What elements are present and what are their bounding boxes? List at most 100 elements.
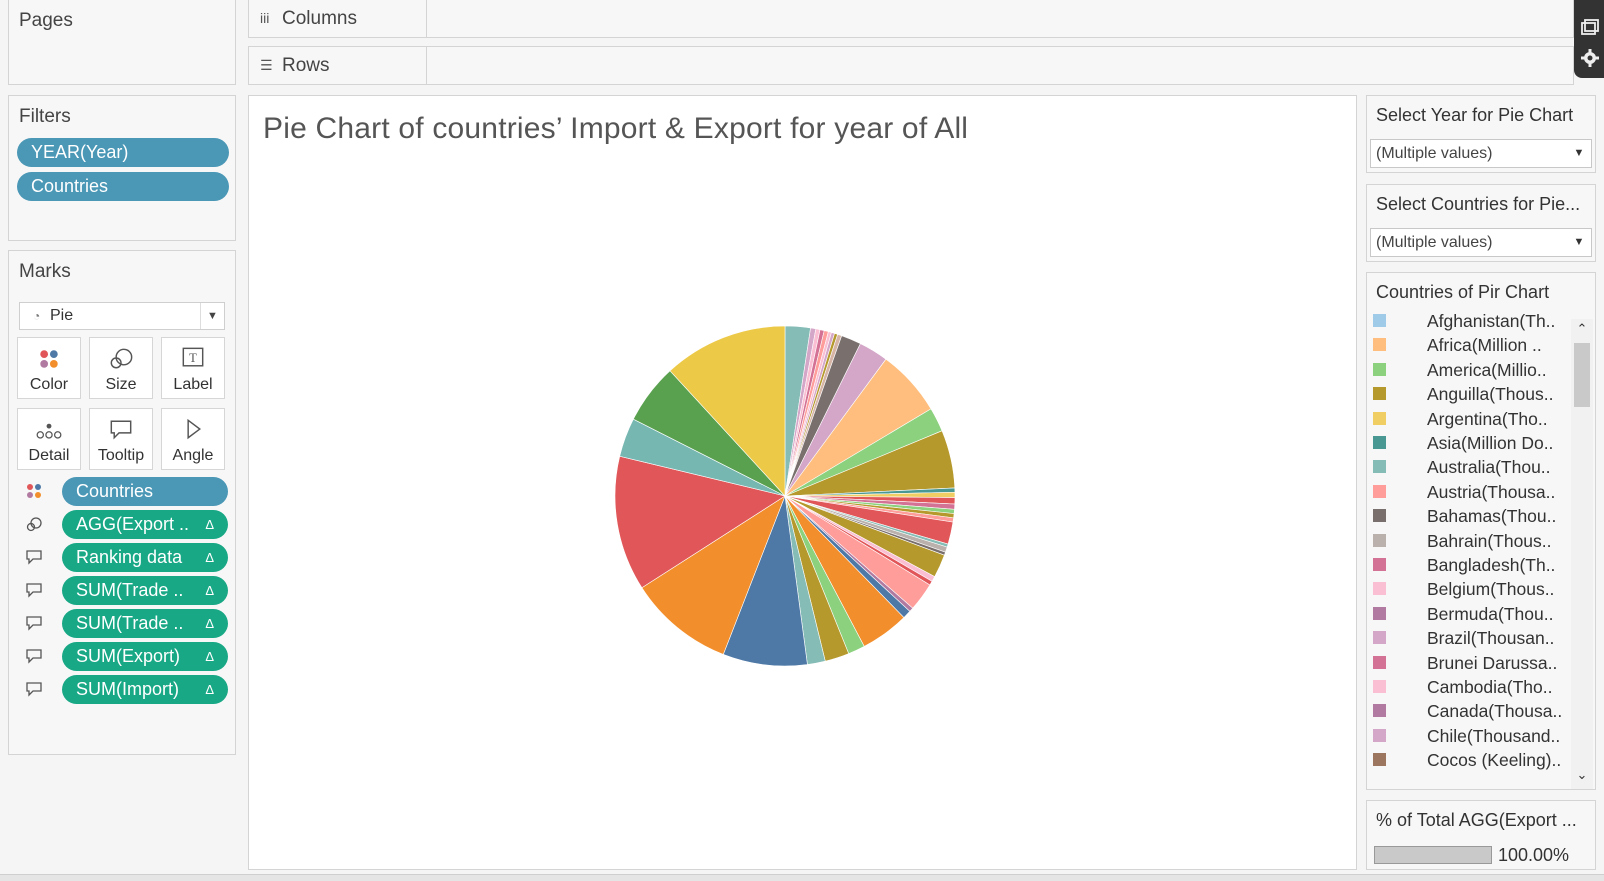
rows-text: Rows: [282, 55, 330, 76]
marks-pill-sum-export[interactable]: SUM(Export) Δ: [62, 642, 228, 671]
detail-label: Detail: [28, 447, 70, 464]
viz-area[interactable]: Pie Chart of countries’ Import & Export …: [248, 95, 1357, 870]
svg-text:T: T: [189, 351, 197, 365]
legend-label: Cambodia(Tho..: [1427, 677, 1553, 697]
marks-pill-ranking-data[interactable]: Ranking data Δ: [62, 543, 228, 572]
legend-item[interactable]: Bangladesh(Th..: [1371, 553, 1567, 577]
tooltip-icon: [26, 616, 42, 631]
legend-scrollbar[interactable]: ⌃ ⌄: [1571, 319, 1593, 789]
legend-label: Canada(Thousa..: [1427, 701, 1563, 722]
percent-total-bar: [1374, 846, 1492, 864]
legend-item[interactable]: Australia(Thou..: [1371, 455, 1567, 479]
legend-item[interactable]: America(Millio..: [1371, 358, 1567, 382]
size-button[interactable]: Size: [89, 337, 153, 399]
tooltip-icon: [110, 420, 132, 440]
columns-text: Columns: [282, 8, 357, 29]
pie-chart[interactable]: [249, 96, 1356, 869]
legend-label: Bangladesh(Th..: [1427, 555, 1556, 575]
delta-icon: Δ: [205, 550, 214, 565]
legend-item[interactable]: Brunei Darussa..: [1371, 651, 1567, 675]
legend-swatch: [1373, 728, 1386, 742]
angle-button[interactable]: Angle: [161, 408, 225, 470]
label-button[interactable]: T Label: [161, 337, 225, 399]
sheet-tabs-bar[interactable]: [0, 874, 1604, 881]
filters-title: Filters: [19, 106, 71, 127]
legend-item[interactable]: Bahrain(Thous..: [1371, 529, 1567, 553]
pill-label: AGG(Export ..: [76, 514, 190, 534]
tooltip-button[interactable]: Tooltip: [89, 408, 153, 470]
filter-pill-countries[interactable]: Countries: [17, 172, 229, 201]
legend-swatch: [1373, 704, 1386, 718]
legend-swatch: [1373, 680, 1386, 693]
legend-item[interactable]: Bermuda(Thou..: [1371, 602, 1567, 626]
legend-swatch: [1373, 558, 1386, 571]
legend-item[interactable]: Belgium(Thous..: [1371, 577, 1567, 601]
marks-shelf-row: AGG(Export .. Δ: [25, 510, 228, 539]
filter-pill-year[interactable]: YEAR(Year): [17, 138, 229, 167]
marks-pill-sum-trade-1[interactable]: SUM(Trade .. Δ: [62, 576, 228, 605]
marks-shelf-row: SUM(Export) Δ: [25, 642, 228, 671]
legend-item[interactable]: Argentina(Tho..: [1371, 407, 1567, 431]
detail-button[interactable]: Detail: [17, 408, 81, 470]
legend-label: Bahamas(Thou..: [1427, 506, 1557, 527]
legend-item[interactable]: Cambodia(Tho..: [1371, 675, 1567, 699]
legend-label: Anguilla(Thous..: [1427, 384, 1554, 405]
country-filter-dropdown[interactable]: (Multiple values) ▼: [1370, 228, 1592, 257]
percent-total-title: % of Total AGG(Export ...: [1376, 810, 1577, 830]
pie-slice[interactable]: [614, 455, 786, 589]
legend-swatch: [1373, 606, 1386, 620]
label-label: Label: [173, 376, 213, 393]
color-icon: [27, 484, 41, 498]
mark-type-dropdown[interactable]: ◔ Pie ▼: [19, 302, 225, 330]
pages-shelf[interactable]: Pages: [8, 0, 236, 85]
delta-icon: Δ: [205, 682, 214, 697]
marks-pill-agg-export[interactable]: AGG(Export .. Δ: [62, 510, 228, 539]
pill-label: Ranking data: [76, 547, 183, 567]
marks-shelf-row: SUM(Trade .. Δ: [25, 609, 228, 638]
legend-item[interactable]: Chile(Thousand..: [1371, 724, 1567, 748]
marks-shelf-row: Ranking data Δ: [25, 543, 228, 572]
legend-item[interactable]: Austria(Thousa..: [1371, 480, 1567, 504]
legend-item[interactable]: Canada(Thousa..: [1371, 699, 1567, 723]
gear-icon[interactable]: [1580, 48, 1600, 68]
marks-pill-countries[interactable]: Countries: [62, 477, 228, 506]
legend-label: Africa(Million ..: [1427, 335, 1542, 356]
legend-item[interactable]: Africa(Million ..: [1371, 333, 1567, 357]
chevron-down-icon[interactable]: ⌄: [1576, 767, 1588, 782]
legend-item[interactable]: Anguilla(Thous..: [1371, 382, 1567, 406]
mark-type-value: Pie: [50, 307, 74, 324]
filters-shelf[interactable]: Filters YEAR(Year) Countries: [8, 95, 236, 241]
marks-pill-sum-trade-2[interactable]: SUM(Trade .. Δ: [62, 609, 228, 638]
legend-label: Chile(Thousand..: [1427, 725, 1561, 746]
year-filter-value: (Multiple values): [1376, 145, 1493, 162]
legend-item[interactable]: Bahamas(Thou..: [1371, 504, 1567, 528]
color-button[interactable]: Color: [17, 337, 81, 399]
pie-slice[interactable]: [669, 325, 786, 497]
legend-swatch: [1373, 314, 1386, 327]
legend-swatch: [1373, 753, 1386, 767]
columns-shelf[interactable]: iii Columns: [248, 0, 1574, 38]
chevron-down-icon[interactable]: ▼: [200, 303, 224, 329]
year-filter-dropdown[interactable]: (Multiple values) ▼: [1370, 139, 1592, 168]
legend-item[interactable]: Afghanistan(Th..: [1371, 309, 1567, 333]
marks-title: Marks: [19, 261, 71, 282]
legend-swatch: [1373, 362, 1386, 376]
marks-pill-sum-import[interactable]: SUM(Import) Δ: [62, 675, 228, 704]
color-icon: [40, 350, 58, 368]
size-label: Size: [105, 376, 137, 393]
delta-icon: Δ: [205, 649, 214, 664]
legend-item[interactable]: Cocos (Keeling)..: [1371, 748, 1567, 772]
legend-item[interactable]: Brazil(Thousan..: [1371, 626, 1567, 650]
legend-label: Asia(Million Do..: [1427, 433, 1554, 453]
pie-slice[interactable]: [641, 495, 786, 655]
chevron-up-icon[interactable]: ⌃: [1576, 321, 1588, 336]
delta-icon: Δ: [205, 583, 214, 598]
rows-shelf[interactable]: ☰ Rows: [248, 46, 1574, 85]
pill-label: SUM(Export): [76, 646, 181, 666]
scrollbar-thumb[interactable]: [1574, 343, 1590, 407]
year-filter-card: Select Year for Pie Chart (Multiple valu…: [1366, 95, 1596, 173]
legend-swatch: [1373, 631, 1386, 645]
gallery-icon[interactable]: [1580, 18, 1600, 38]
percent-total-value: 100.00%: [1498, 845, 1570, 865]
legend-item[interactable]: Asia(Million Do..: [1371, 431, 1567, 455]
